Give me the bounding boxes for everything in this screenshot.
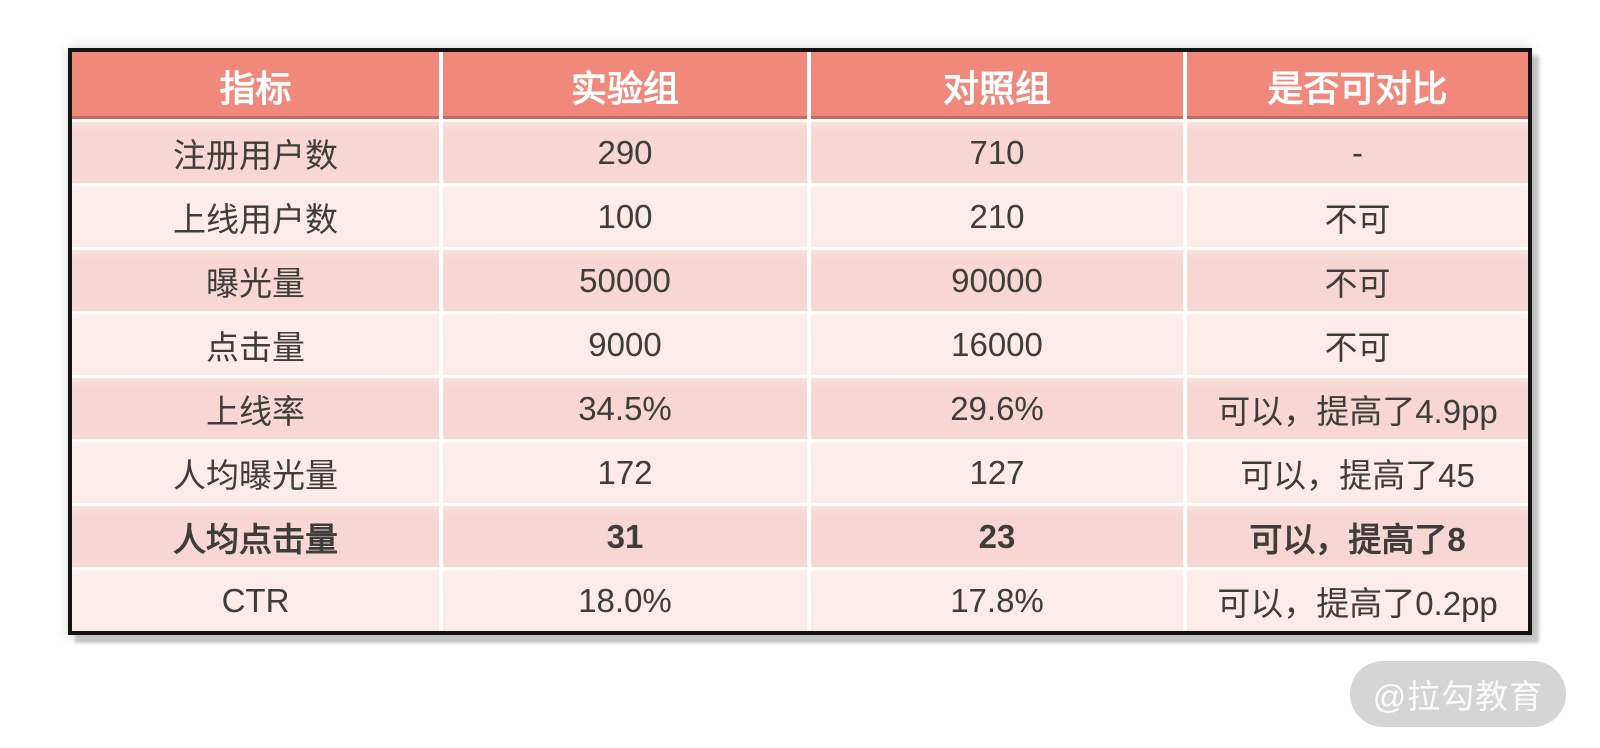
column-header-metric: 指标: [72, 52, 443, 119]
experiment-cell: 34.5%: [443, 375, 811, 439]
header-row: 指标 实验组 对照组 是否可对比: [72, 52, 1528, 119]
comparable-cell: 可以，提高了8: [1187, 503, 1528, 567]
metric-cell: 人均曝光量: [72, 439, 443, 503]
column-header-control: 对照组: [811, 52, 1187, 119]
table-row-emphasized: 人均点击量 31 23 可以，提高了8: [72, 503, 1528, 567]
metric-cell: 点击量: [72, 311, 443, 375]
comparable-cell: 不可: [1187, 183, 1528, 247]
control-cell: 17.8%: [811, 567, 1187, 631]
comparable-cell: 可以，提高了4.9pp: [1187, 375, 1528, 439]
control-cell: 710: [811, 119, 1187, 183]
comparable-cell: 不可: [1187, 247, 1528, 311]
comparable-cell: 不可: [1187, 311, 1528, 375]
table-header: 指标 实验组 对照组 是否可对比: [72, 52, 1528, 119]
control-cell: 90000: [811, 247, 1187, 311]
table-row: 上线率 34.5% 29.6% 可以，提高了4.9pp: [72, 375, 1528, 439]
control-cell: 23: [811, 503, 1187, 567]
column-header-comparable: 是否可对比: [1187, 52, 1528, 119]
experiment-cell: 172: [443, 439, 811, 503]
experiment-cell: 100: [443, 183, 811, 247]
table-row: 上线用户数 100 210 不可: [72, 183, 1528, 247]
control-cell: 29.6%: [811, 375, 1187, 439]
experiment-cell: 31: [443, 503, 811, 567]
watermark-label: @拉勾教育: [1372, 678, 1544, 715]
watermark-badge: @拉勾教育: [1350, 661, 1566, 727]
comparable-cell: 可以，提高了45: [1187, 439, 1528, 503]
experiment-cell: 290: [443, 119, 811, 183]
comparable-cell: 可以，提高了0.2pp: [1187, 567, 1528, 631]
comparable-cell: -: [1187, 119, 1528, 183]
metric-cell: CTR: [72, 567, 443, 631]
control-cell: 127: [811, 439, 1187, 503]
table-row: 人均曝光量 172 127 可以，提高了45: [72, 439, 1528, 503]
experiment-cell: 9000: [443, 311, 811, 375]
table-row: 点击量 9000 16000 不可: [72, 311, 1528, 375]
metric-cell: 人均点击量: [72, 503, 443, 567]
control-cell: 16000: [811, 311, 1187, 375]
ab-test-comparison-table: 指标 实验组 对照组 是否可对比 注册用户数 290 710 - 上线用户数 1…: [68, 48, 1532, 635]
column-header-experiment: 实验组: [443, 52, 811, 119]
metric-cell: 注册用户数: [72, 119, 443, 183]
metric-cell: 上线率: [72, 375, 443, 439]
table-body: 注册用户数 290 710 - 上线用户数 100 210 不可 曝光量 500…: [72, 119, 1528, 631]
table-row: 曝光量 50000 90000 不可: [72, 247, 1528, 311]
control-cell: 210: [811, 183, 1187, 247]
metric-cell: 上线用户数: [72, 183, 443, 247]
comparison-table: 指标 实验组 对照组 是否可对比 注册用户数 290 710 - 上线用户数 1…: [72, 52, 1528, 631]
experiment-cell: 18.0%: [443, 567, 811, 631]
table-row: CTR 18.0% 17.8% 可以，提高了0.2pp: [72, 567, 1528, 631]
table-row: 注册用户数 290 710 -: [72, 119, 1528, 183]
metric-cell: 曝光量: [72, 247, 443, 311]
experiment-cell: 50000: [443, 247, 811, 311]
